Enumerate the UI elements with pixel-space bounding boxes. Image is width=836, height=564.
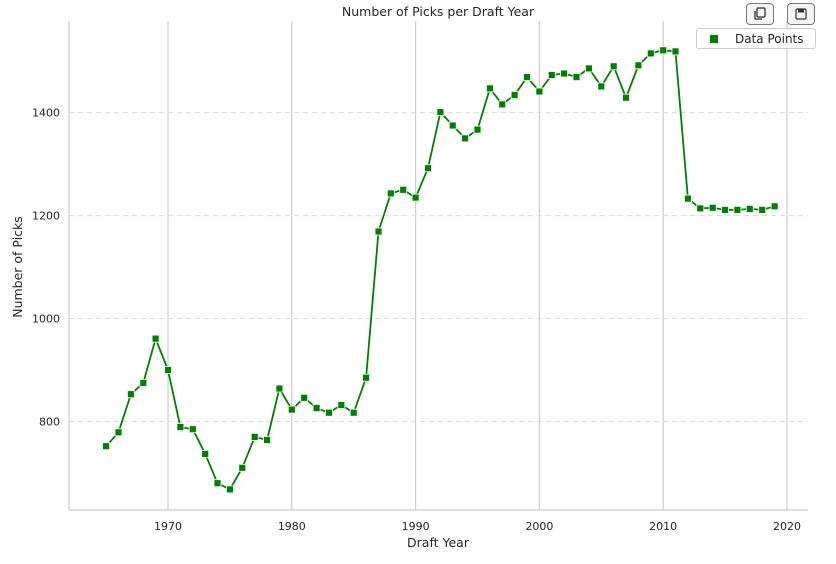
data-point <box>684 194 692 203</box>
data-point <box>721 205 729 214</box>
data-point <box>188 425 197 434</box>
x-tick-label: 1980 <box>278 520 306 533</box>
chart-title: Number of Picks per Draft Year <box>342 4 535 19</box>
data-point <box>659 46 668 55</box>
data-point <box>609 62 618 71</box>
data-point <box>238 463 247 472</box>
data-point <box>275 384 284 393</box>
data-point <box>386 189 395 198</box>
series-line <box>105 49 775 491</box>
x-tick-label: 1990 <box>402 520 430 533</box>
data-point <box>399 185 408 194</box>
data-point <box>164 366 172 374</box>
data-point <box>411 193 420 202</box>
legend-label: Data Points <box>735 31 804 46</box>
data-point <box>287 405 296 414</box>
data-point <box>547 71 556 79</box>
data-point <box>213 479 222 488</box>
data-point <box>572 73 581 81</box>
data-point <box>634 61 643 70</box>
data-point <box>498 100 507 109</box>
data-point <box>263 436 272 444</box>
data-point <box>758 205 767 214</box>
y-tick-label: 1400 <box>32 107 60 120</box>
axes-layer <box>68 21 808 511</box>
data-point <box>708 203 717 212</box>
data-point <box>585 64 593 73</box>
data-point <box>485 84 494 93</box>
data-point <box>597 82 606 91</box>
data-point <box>324 408 333 417</box>
legend-marker <box>710 34 718 43</box>
data-point <box>424 164 432 173</box>
data-point <box>250 432 259 441</box>
data-point <box>225 485 234 494</box>
copy-icon <box>754 7 766 20</box>
data-point <box>671 47 680 56</box>
data-point <box>176 423 185 432</box>
data-point <box>151 334 160 343</box>
data-point <box>473 125 482 134</box>
data-point <box>696 204 705 213</box>
x-tick-label: 2010 <box>649 520 677 533</box>
data-point <box>646 49 655 58</box>
data-point <box>362 373 371 382</box>
data-point <box>523 73 531 81</box>
x-axis-label: Draft Year <box>407 535 470 550</box>
y-tick-label: 800 <box>39 415 60 428</box>
data-point <box>300 393 309 402</box>
x-tick-label: 1970 <box>154 520 182 533</box>
series-layer <box>102 46 779 494</box>
data-point <box>745 204 754 213</box>
data-point <box>510 91 519 99</box>
data-point <box>436 108 445 116</box>
data-point <box>337 401 346 409</box>
data-point <box>560 69 568 78</box>
data-point <box>312 404 321 413</box>
y-axis-label: Number of Picks <box>10 216 25 318</box>
data-point <box>114 428 123 437</box>
data-point <box>622 93 630 102</box>
data-point <box>139 378 148 387</box>
tick-labels: 1970 1980 1990 2000 2010 2020 800 1000 1200 1400 <box>32 107 801 533</box>
x-tick-label: 2020 <box>773 520 801 533</box>
chart-legend: Data Points <box>696 28 816 49</box>
y-tick-label: 1200 <box>32 210 60 223</box>
data-point <box>374 227 383 236</box>
data-point <box>102 442 110 451</box>
data-point <box>461 134 470 143</box>
data-point <box>201 449 210 458</box>
y-tick-label: 1000 <box>32 313 60 326</box>
copy-button[interactable] <box>746 3 774 25</box>
data-point <box>349 408 358 417</box>
data-point <box>448 121 457 130</box>
data-point <box>733 205 742 214</box>
data-point <box>127 390 135 399</box>
grid-layer <box>69 21 808 510</box>
x-tick-label: 2000 <box>525 520 553 533</box>
save-button[interactable] <box>787 3 815 25</box>
save-icon <box>795 8 807 20</box>
data-point <box>770 202 779 211</box>
data-point <box>535 87 544 96</box>
